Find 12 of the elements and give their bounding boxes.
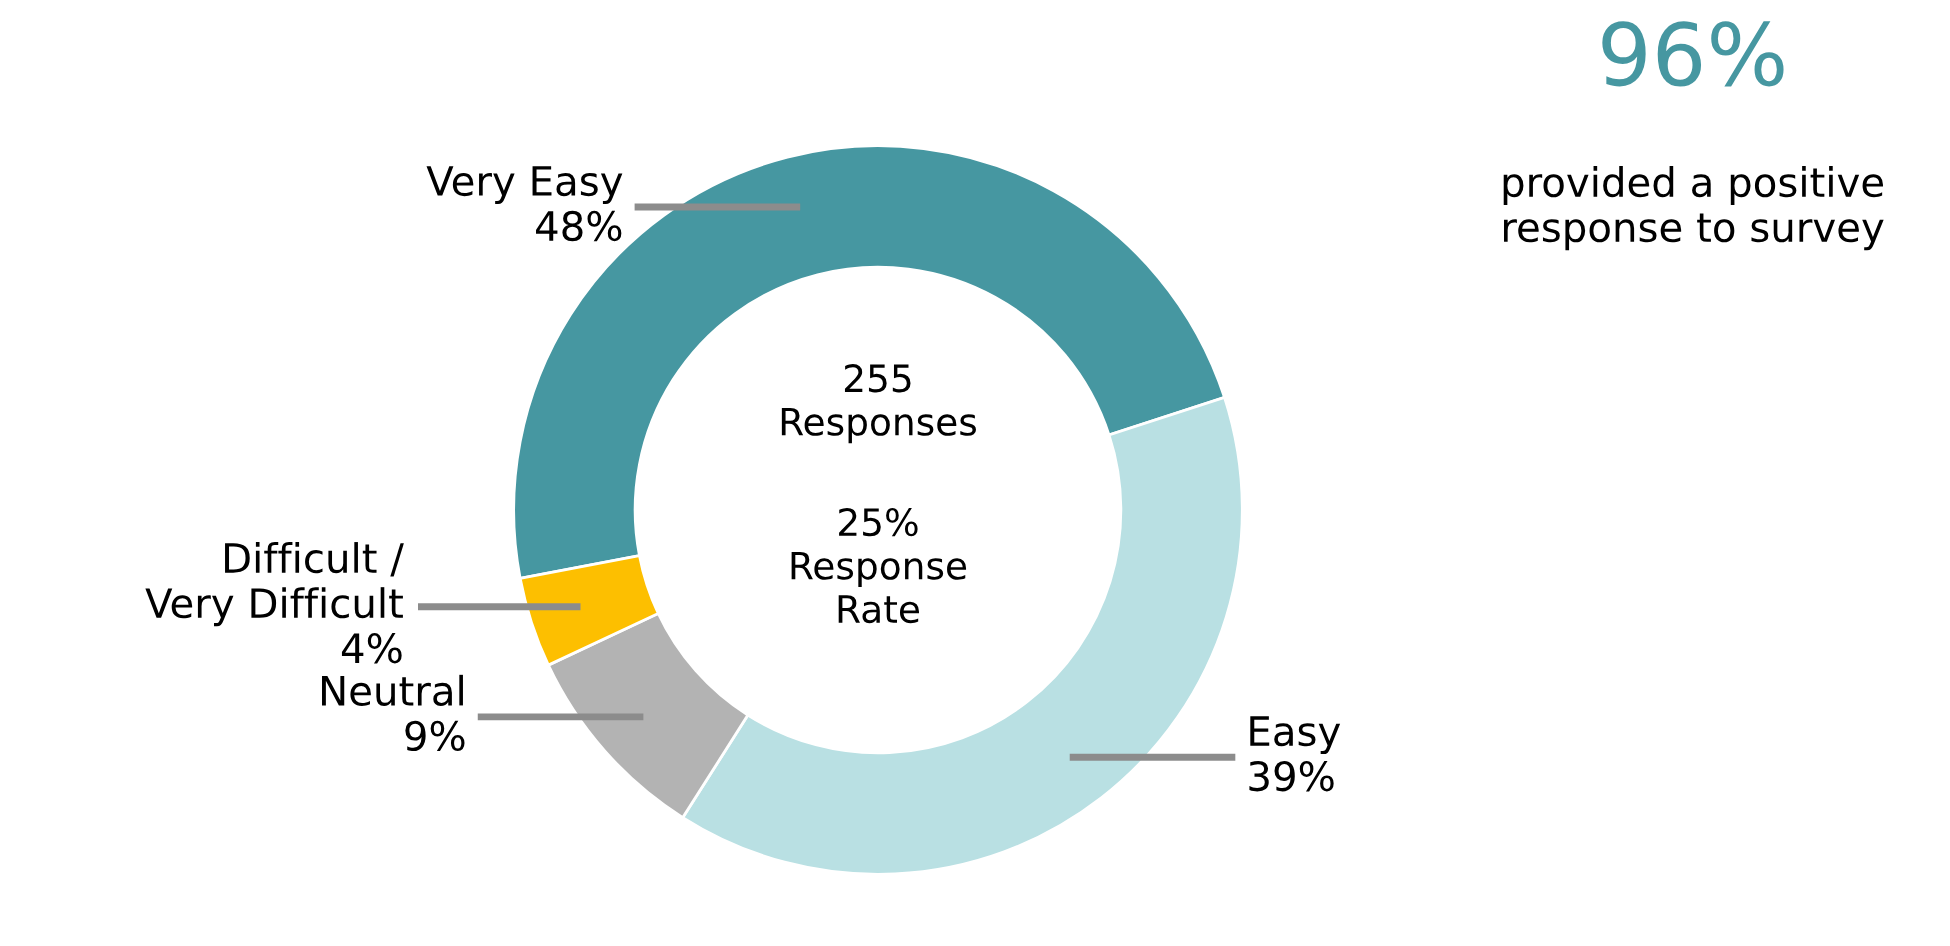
- text: 255 Responses: [781, 364, 976, 444]
- slice-label: Very Easy: [426, 166, 623, 204]
- text: 25% Response Rate: [791, 507, 967, 624]
- slice-label: Neutral: [322, 674, 463, 706]
- text: provided a positive response to survey: [1503, 166, 1884, 251]
- text: 96%: [1602, 21, 1784, 87]
- slice-label: Easy: [1250, 716, 1341, 755]
- data-label: 39%: [1249, 760, 1334, 792]
- slice-label: Difficult / Very Difficult: [145, 542, 404, 627]
- data-label: 9%: [405, 720, 465, 752]
- data-label: 4%: [341, 632, 402, 664]
- data-label: 48%: [536, 210, 622, 242]
